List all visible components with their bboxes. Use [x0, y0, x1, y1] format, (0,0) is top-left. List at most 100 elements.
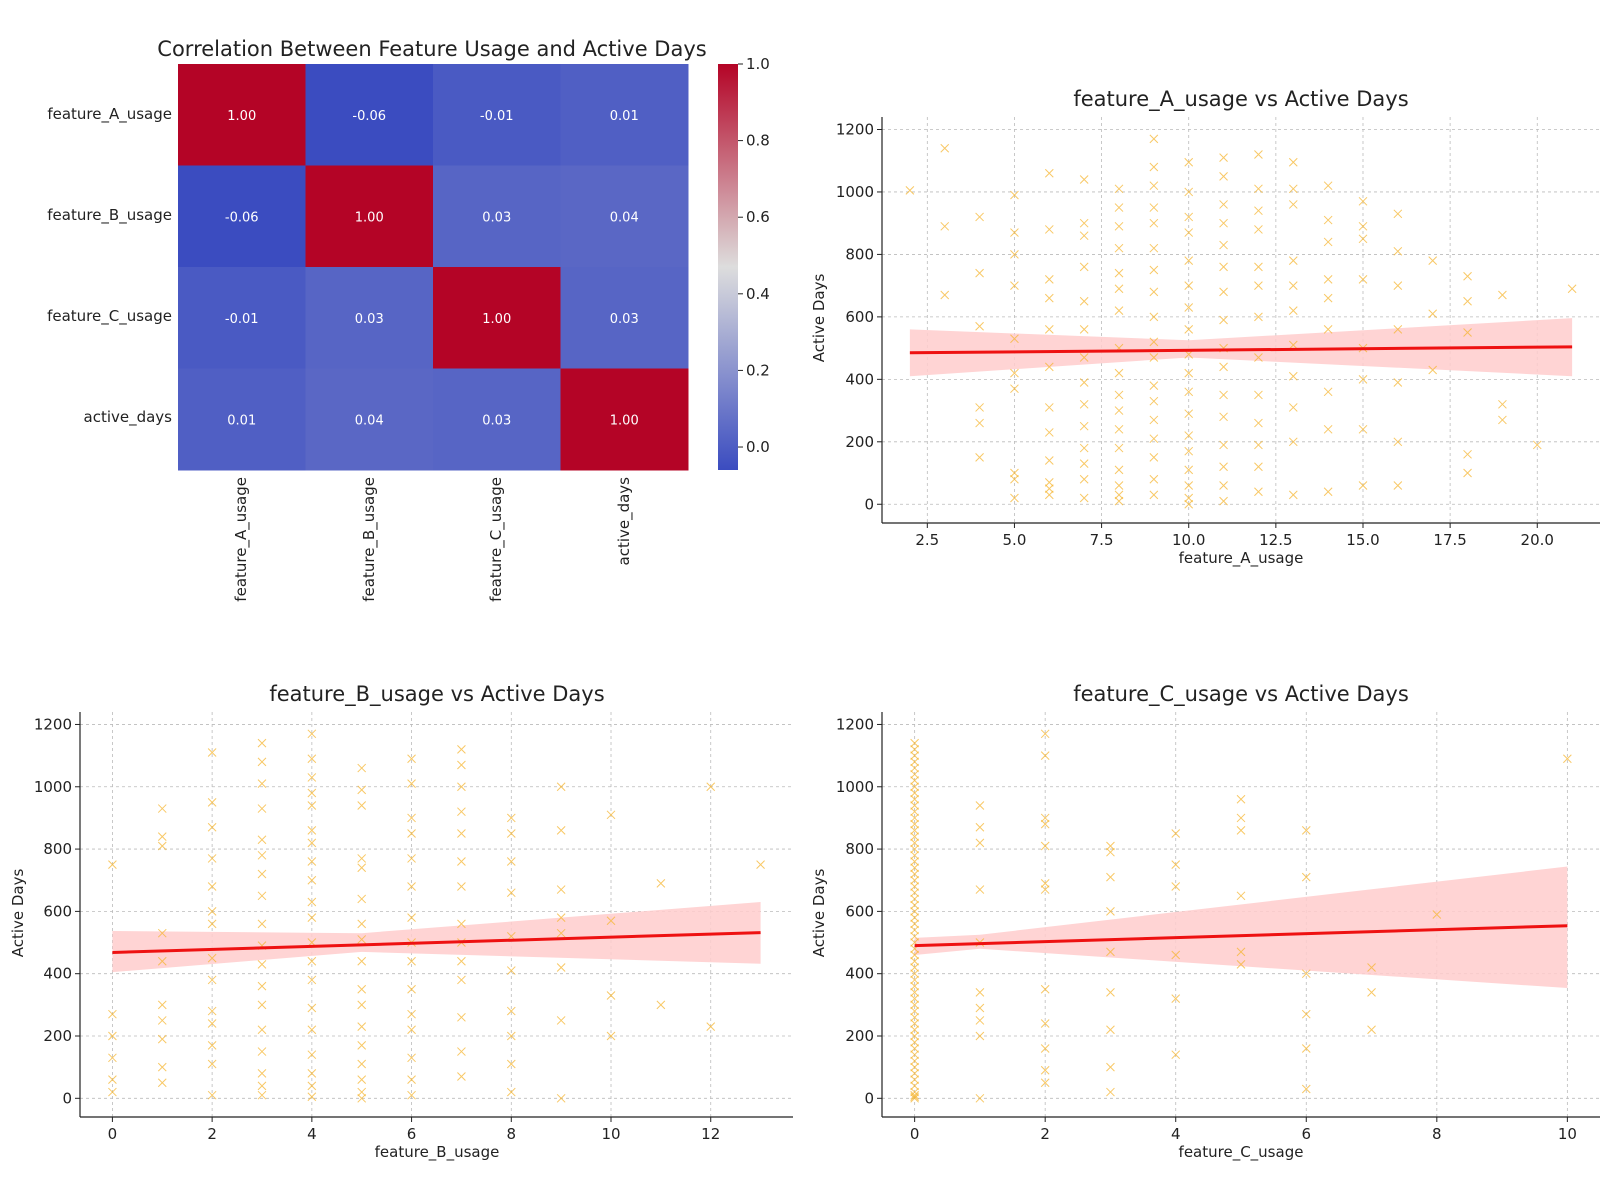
scatter-point: [910, 900, 919, 910]
y-tick-label: 600: [845, 308, 874, 326]
scatter-point: [1323, 181, 1333, 191]
scatter-point: [307, 975, 317, 985]
x-tick-label: 5.0: [1003, 531, 1027, 549]
x-tick-label: 12: [701, 1125, 720, 1143]
heatmap-row-labels: feature_A_usage feature_B_usage feature_…: [47, 105, 172, 427]
scatter-c-xlabel: feature_C_usage: [1179, 1143, 1304, 1162]
scatter-point: [910, 925, 919, 935]
scatter-point: [1114, 443, 1124, 453]
scatter-point: [706, 1022, 716, 1032]
scatter-point: [1149, 490, 1159, 500]
scatter-point: [457, 782, 466, 792]
scatter-point: [910, 838, 919, 848]
scatter-point: [910, 956, 919, 966]
scatter-point: [1171, 950, 1181, 960]
scatter-point: [1254, 150, 1263, 159]
heatmap-cell: [305, 368, 434, 471]
scatter-point: [1149, 415, 1159, 425]
x-tick-label: 20.0: [1521, 531, 1554, 549]
scatter-point: [1171, 994, 1181, 1003]
scatter-point: [706, 782, 716, 792]
heatmap-cell: [433, 368, 561, 471]
scatter-point: [457, 882, 466, 891]
scatter-point: [1236, 794, 1246, 804]
scatter-point: [910, 981, 919, 991]
scatter-point: [1010, 368, 1019, 378]
x-tick-label: 6: [1301, 1125, 1311, 1143]
scatter-point: [910, 1025, 919, 1035]
scatter-point: [457, 1072, 466, 1081]
heatmap-cell: [178, 368, 306, 471]
y-tick-label: 200: [845, 433, 874, 451]
scatter-point: [1393, 437, 1403, 447]
scatter-point: [1563, 754, 1572, 764]
heatmap-cell-value: -0.01: [480, 109, 514, 124]
y-tick-label: 1200: [836, 120, 874, 138]
scatter-point: [1114, 465, 1124, 475]
scatter-point: [1010, 334, 1019, 344]
heatmap-cell: [178, 267, 306, 369]
scatter-point: [910, 757, 919, 767]
heatmap-cell-value: -0.06: [352, 109, 386, 124]
scatter-point: [1149, 312, 1159, 322]
scatter-point: [1219, 362, 1228, 372]
scatter-point: [207, 822, 217, 832]
scatter-point: [457, 1012, 466, 1022]
heatmap-cell: [433, 64, 561, 166]
scatter-point: [506, 857, 516, 866]
scatter-point: [307, 826, 317, 835]
scatter-point: [1323, 487, 1333, 497]
scatter-point: [108, 1009, 117, 1019]
scatter-point: [1254, 462, 1263, 472]
scatter-point: [1219, 440, 1228, 450]
heatmap-cell: [305, 64, 434, 166]
scatter-point: [1106, 847, 1115, 857]
scatter-point: [1040, 984, 1050, 994]
scatter-point: [157, 1000, 167, 1010]
scatter-point: [1044, 275, 1054, 284]
heatmap-cell-value: 0.01: [227, 413, 256, 428]
heatmap-row-label: feature_B_usage: [47, 206, 172, 225]
scatter-point: [1219, 390, 1228, 400]
heatmap-cell-value: 1.00: [355, 210, 384, 225]
scatter-point: [1184, 256, 1194, 266]
heatmap-cell-value: 0.03: [355, 312, 384, 327]
x-tick-label: 10.0: [1172, 531, 1205, 549]
colorbar-tick-label: 0.8: [746, 132, 770, 150]
scatter-point: [975, 418, 984, 428]
y-tick-label: 400: [845, 370, 874, 388]
y-tick-label: 0: [62, 1089, 72, 1107]
scatter-point: [910, 950, 919, 960]
scatter-point: [1428, 256, 1438, 266]
scatter-point: [1106, 1062, 1115, 1072]
scatter-point: [1428, 309, 1438, 319]
scatter-point: [257, 757, 267, 767]
scatter-point: [1044, 478, 1054, 487]
scatter-point: [1254, 281, 1263, 290]
x-tick-label: 0: [910, 1125, 920, 1143]
scatter-point: [975, 1031, 985, 1041]
heatmap-cell: [433, 165, 561, 268]
scatter-point: [556, 963, 566, 972]
scatter-point: [1184, 228, 1194, 237]
scatter-point: [1219, 240, 1228, 250]
scatter-point: [207, 1040, 217, 1050]
scatter-point: [910, 738, 919, 748]
scatter-point: [940, 290, 950, 300]
scatter-point: [975, 801, 985, 810]
scatter-point: [1288, 340, 1298, 350]
scatter-point: [407, 956, 416, 966]
scatter-point: [975, 838, 985, 848]
scatter-point: [1254, 184, 1263, 194]
scatter-point: [975, 988, 985, 997]
scatter-point: [1219, 200, 1228, 209]
scatter-point: [357, 863, 367, 873]
scatter-point: [506, 829, 516, 838]
scatter-point: [1149, 265, 1159, 275]
scatter-b-fit-line: [112, 931, 761, 955]
scatter-point: [257, 869, 267, 879]
scatter-point: [1040, 1044, 1050, 1053]
scatter-point: [1010, 493, 1019, 503]
scatter-point: [1079, 493, 1089, 503]
scatter-point: [1393, 481, 1403, 490]
